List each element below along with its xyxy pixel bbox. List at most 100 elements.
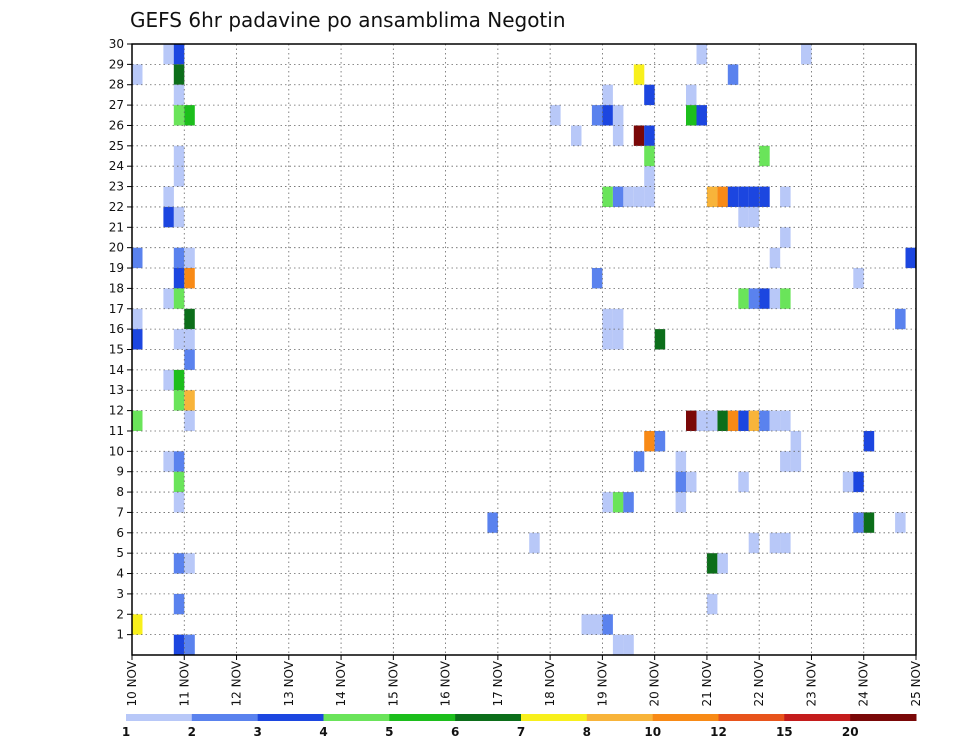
heatmap-cell	[727, 64, 739, 85]
y-tick-label: 4	[116, 567, 124, 581]
heatmap-cell	[644, 431, 655, 452]
legend-level-label: 3	[254, 725, 262, 739]
color-legend: 1 2 3 4 5 6 7 8 10 12 15 20	[122, 714, 917, 739]
heatmap-cell	[173, 247, 185, 269]
heatmap-cell	[633, 125, 645, 146]
heatmap-cell	[602, 105, 613, 126]
legend-swatch	[586, 714, 654, 721]
x-tick-label: 17 NOV	[491, 660, 505, 706]
heatmap-cell	[717, 186, 728, 207]
heatmap-cell	[801, 44, 812, 65]
legend-level-label: 4	[319, 725, 327, 739]
heatmap-cell	[173, 451, 185, 472]
heatmap-cell	[759, 186, 770, 207]
heatmap-cell	[853, 268, 864, 289]
y-tick-label: 9	[116, 465, 124, 479]
heatmap-cell	[132, 247, 143, 269]
heatmap-cell	[644, 166, 655, 187]
heatmap-cell	[173, 471, 185, 493]
legend-level-label: 10	[644, 725, 661, 739]
legend-level-label: 6	[451, 725, 459, 739]
heatmap-cell	[487, 512, 498, 533]
heatmap-cell	[612, 308, 624, 330]
x-tick-label: 21 NOV	[700, 660, 714, 706]
heatmap-cell	[769, 288, 781, 309]
heatmap-cell	[633, 64, 645, 85]
legend-swatch	[784, 714, 851, 721]
heatmap-cell	[675, 492, 687, 513]
legend-swatch	[191, 714, 259, 721]
heatmap-cell	[769, 532, 781, 554]
heatmap-cell	[173, 288, 185, 309]
legend-swatch	[126, 714, 193, 721]
legend-swatch	[389, 714, 456, 721]
heatmap-cell	[623, 634, 634, 655]
heatmap-cell	[654, 431, 666, 452]
heatmap-cell	[612, 492, 624, 513]
heatmap-cell	[790, 431, 802, 452]
legend-swatch	[455, 714, 522, 721]
legend-swatch	[718, 714, 785, 721]
heatmap-cell	[780, 410, 791, 431]
heatmap-cell	[623, 186, 634, 207]
y-tick-labels: 1234567891011121314151617181920212223242…	[109, 37, 132, 642]
y-tick-label: 25	[109, 139, 124, 153]
y-tick-label: 29	[109, 57, 124, 71]
heatmap-cell	[686, 410, 697, 431]
heatmap-cell	[184, 410, 195, 431]
heatmap-cell	[863, 512, 875, 533]
heatmap-cell	[748, 410, 760, 431]
heatmap-cell	[173, 593, 185, 615]
x-tick-label: 23 NOV	[804, 660, 818, 706]
x-tick-label: 19 NOV	[595, 660, 609, 706]
heatmap-cell	[905, 247, 916, 269]
x-tick-label: 25 NOV	[909, 660, 923, 706]
heatmap-cell	[780, 186, 791, 207]
heatmap-cell	[173, 492, 185, 513]
x-tick-label: 14 NOV	[334, 660, 348, 706]
heatmap-cell	[173, 634, 185, 655]
heatmap-cell	[591, 268, 603, 289]
heatmap-cell	[738, 186, 749, 207]
heatmap-cell	[790, 451, 802, 472]
heatmap-cell	[173, 390, 185, 411]
legend-level-label: 2	[188, 725, 196, 739]
heatmap-cell	[173, 145, 185, 167]
heatmap-cell	[706, 186, 718, 207]
y-tick-label: 12	[109, 404, 124, 418]
heatmap-cell	[602, 492, 613, 513]
y-tick-label: 13	[109, 383, 124, 397]
heatmap-cell	[173, 84, 185, 106]
heatmap-cell	[132, 308, 143, 330]
heatmap-cell	[769, 247, 781, 269]
heatmap-cell	[780, 227, 791, 248]
heatmap-cell	[780, 532, 791, 554]
heatmap-cell	[184, 308, 195, 330]
x-tick-label: 18 NOV	[543, 660, 557, 706]
y-tick-label: 28	[109, 78, 124, 92]
y-tick-label: 2	[116, 607, 124, 621]
heatmap-cell	[633, 451, 645, 472]
y-tick-label: 20	[109, 241, 124, 255]
heatmap-cell	[602, 614, 613, 635]
heatmap-cell	[863, 431, 875, 452]
x-tick-labels: 10 NOV 11 NOV 12 NOV 13 NOV 14 NOV 15 NOV 16 N…	[125, 655, 923, 707]
legend-swatch	[652, 714, 719, 721]
y-tick-label: 6	[116, 526, 124, 540]
heatmap-cell	[696, 105, 707, 126]
legend-level-label: 1	[122, 725, 130, 739]
y-tick-label: 17	[109, 302, 124, 316]
heatmap-cell	[163, 44, 174, 65]
heatmap-cell	[686, 471, 697, 493]
x-tick-label: 10 NOV	[125, 660, 139, 706]
y-tick-label: 23	[109, 180, 124, 194]
heatmap-cell	[623, 492, 634, 513]
heatmap-cell	[654, 329, 666, 350]
heatmap-cell	[132, 410, 143, 431]
legend-level-label: 7	[517, 725, 525, 739]
x-tick-label: 22 NOV	[752, 660, 766, 706]
heatmap-cell	[706, 410, 718, 431]
heatmap-cell	[686, 84, 697, 106]
heatmap-cell	[173, 553, 185, 574]
